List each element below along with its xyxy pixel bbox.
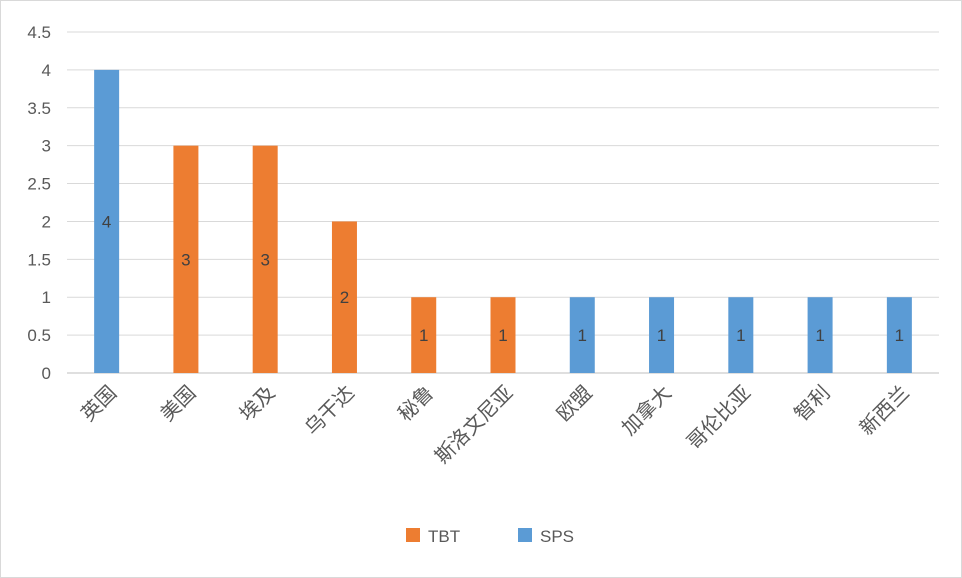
x-category-label: 英国	[76, 381, 121, 426]
data-label: 1	[895, 326, 904, 345]
y-tick-label: 4	[42, 61, 51, 80]
legend-swatch	[406, 528, 420, 542]
data-label: 1	[498, 326, 507, 345]
data-label: 1	[736, 326, 745, 345]
data-label: 2	[340, 288, 349, 307]
y-tick-label: 2	[42, 212, 51, 231]
x-category-label: 埃及	[234, 381, 279, 426]
x-category-label: 美国	[155, 381, 200, 426]
y-tick-label: 0.5	[27, 326, 51, 345]
bar	[94, 69, 120, 373]
data-label: 1	[657, 326, 666, 345]
bars	[94, 69, 912, 373]
x-category-label: 斯洛文尼亚	[430, 381, 518, 469]
x-category-label: 加拿大	[617, 381, 676, 440]
data-label: 1	[419, 326, 428, 345]
bar	[649, 297, 675, 373]
bar	[569, 297, 595, 373]
x-category-label: 欧盟	[552, 381, 597, 426]
x-category-label: 秘鲁	[393, 381, 438, 426]
x-category-label: 哥伦比亚	[682, 381, 756, 455]
data-label: 4	[102, 212, 111, 231]
gridlines	[67, 31, 939, 374]
y-tick-label: 1.5	[27, 250, 51, 269]
data-labels: 4 3 3 2 1 1 1 1 1 1 1	[102, 212, 904, 345]
legend-label: TBT	[428, 527, 460, 546]
bar	[807, 297, 833, 373]
data-label: 1	[578, 326, 587, 345]
bar	[886, 297, 912, 373]
bar	[411, 297, 437, 373]
x-category-label: 乌干达	[300, 381, 359, 440]
data-label: 1	[815, 326, 824, 345]
data-label: 3	[260, 250, 269, 269]
y-tick-label: 3	[42, 137, 51, 156]
legend: TBT SPS	[406, 527, 574, 546]
bar	[490, 297, 516, 373]
x-category-label: 新西兰	[855, 381, 914, 440]
y-tick-label: 1	[42, 288, 51, 307]
y-tick-label: 4.5	[27, 23, 51, 42]
legend-swatch	[518, 528, 532, 542]
bar	[252, 145, 278, 373]
legend-label: SPS	[540, 527, 574, 546]
y-tick-label: 0	[42, 364, 51, 383]
bar	[173, 145, 199, 373]
x-category-label: 智利	[789, 381, 834, 426]
y-tick-label: 3.5	[27, 99, 51, 118]
data-label: 3	[181, 250, 190, 269]
y-axis-ticks: 0 0.5 1 1.5 2 2.5 3 3.5 4 4.5	[27, 23, 51, 383]
y-tick-label: 2.5	[27, 175, 51, 194]
bar	[331, 221, 357, 373]
bar	[728, 297, 754, 373]
